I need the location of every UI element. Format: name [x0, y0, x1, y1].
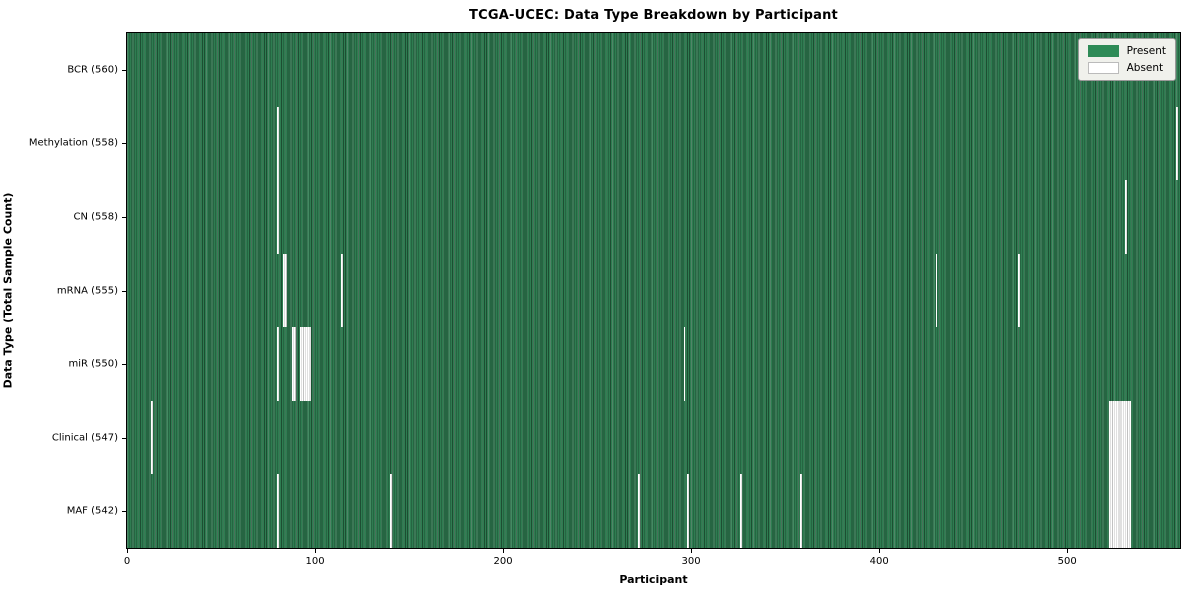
x-tick-label: 100	[305, 556, 325, 567]
absent-gap	[739, 474, 742, 548]
absent-gap	[800, 474, 803, 548]
y-tick-label-MAF: MAF (542)	[66, 505, 118, 517]
absent-gap	[277, 180, 280, 254]
y-tick-label-Clinical: Clinical (547)	[51, 432, 118, 444]
absent-gap	[935, 253, 938, 328]
legend-label: Absent	[1126, 62, 1164, 74]
legend-label: Present	[1126, 45, 1166, 57]
x-tick-mark	[879, 549, 881, 553]
plot-area: Present Absent	[126, 32, 1181, 549]
x-tick-mark	[315, 549, 317, 553]
absent-gap	[151, 400, 154, 475]
y-tick-mark	[122, 437, 126, 439]
absent-gap	[1125, 180, 1128, 254]
heatmap-row-Methylation	[127, 106, 1180, 181]
legend: Present Absent	[1077, 38, 1176, 81]
y-tick-label-Methylation: Methylation (558)	[28, 137, 118, 149]
x-tick-mark	[691, 549, 693, 553]
y-tick-mark	[122, 143, 126, 145]
absent-gap	[277, 327, 280, 401]
legend-swatch-present	[1087, 45, 1119, 57]
y-tick-mark	[122, 216, 126, 218]
absent-gap	[1108, 474, 1132, 548]
y-tick-mark	[122, 290, 126, 292]
heatmap-row-CN	[127, 180, 1180, 254]
absent-gap	[277, 474, 280, 548]
legend-swatch-absent	[1087, 62, 1119, 74]
absent-gap	[638, 474, 641, 548]
x-tick-label: 500	[1057, 556, 1077, 567]
legend-entry-present: Present	[1087, 45, 1166, 57]
y-tick-label-miR: miR (550)	[68, 358, 118, 370]
absent-gap	[1018, 253, 1021, 328]
x-tick-label: 200	[493, 556, 513, 567]
absent-gap	[1176, 106, 1179, 181]
legend-entry-absent: Absent	[1087, 62, 1166, 74]
y-tick-label-mRNA: mRNA (555)	[56, 285, 118, 296]
x-axis-label: Participant	[619, 573, 688, 586]
absent-gap	[283, 253, 287, 328]
absent-gap	[299, 327, 312, 401]
absent-gap	[277, 106, 280, 181]
heatmap-row-BCR	[127, 33, 1180, 107]
absent-gap	[683, 327, 686, 401]
absent-gap	[341, 253, 344, 328]
x-tick-label: 300	[681, 556, 701, 567]
x-tick-mark	[1067, 549, 1069, 553]
y-tick-label-CN: CN (558)	[73, 211, 118, 223]
y-tick-mark	[122, 69, 126, 71]
chart-title: TCGA-UCEC: Data Type Breakdown by Partic…	[469, 8, 838, 23]
heatmap-row-Clinical	[127, 400, 1180, 475]
x-tick-mark	[127, 549, 128, 553]
heatmap-row-MAF	[127, 474, 1180, 548]
y-tick-label-BCR: BCR (560)	[67, 64, 118, 76]
absent-gap	[390, 474, 393, 548]
y-tick-mark	[122, 511, 126, 513]
absent-gap	[292, 327, 297, 401]
absent-gap	[1108, 400, 1132, 475]
heatmap-row-miR	[127, 327, 1180, 401]
y-tick-mark	[122, 364, 126, 366]
absent-gap	[687, 474, 690, 548]
x-tick-label: 0	[123, 556, 131, 567]
heatmap-row-mRNA	[127, 253, 1180, 328]
x-tick-label: 400	[869, 556, 889, 567]
x-tick-mark	[503, 549, 505, 553]
